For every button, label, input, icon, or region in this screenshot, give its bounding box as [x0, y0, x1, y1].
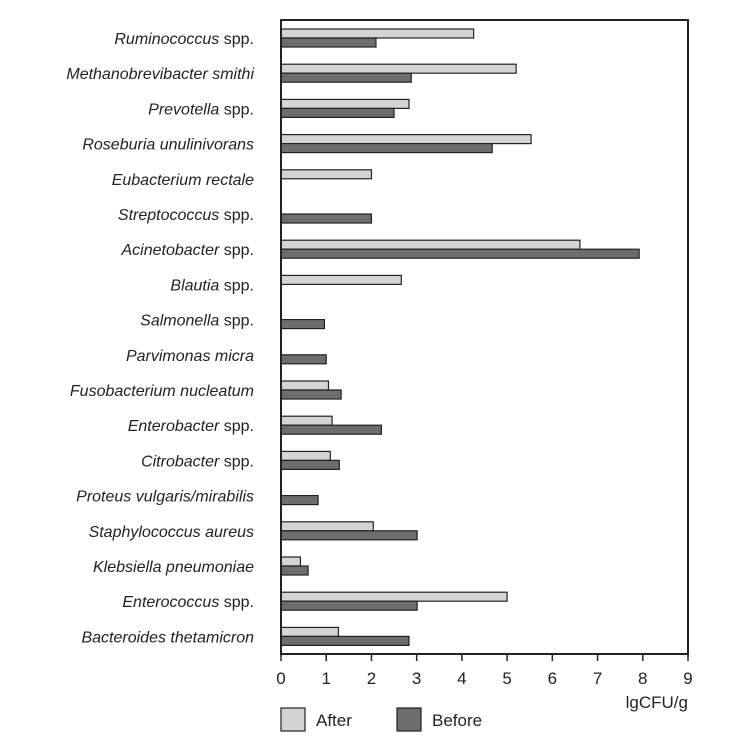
- category-label-italic: Streptococcus: [118, 207, 219, 224]
- x-tick-label: 6: [548, 669, 557, 688]
- category-label-italic: Klebsiella pneumoniae: [93, 559, 254, 576]
- bar-after: [280, 556, 302, 567]
- bar-before: [280, 213, 373, 224]
- x-tick-label: 1: [321, 669, 330, 688]
- category-label-suffix: spp.: [219, 277, 254, 294]
- bar-before: [280, 600, 418, 611]
- x-axis-label: lgCFU/g: [626, 693, 688, 712]
- category-label: Blautia spp.: [170, 277, 254, 294]
- category-label-italic: Parvimonas micra: [126, 348, 254, 365]
- category-label-italic: Prevotella: [148, 101, 219, 118]
- bar-before: [280, 319, 326, 330]
- category-label-suffix: spp.: [219, 242, 254, 259]
- bar-before: [280, 389, 342, 400]
- bar-after: [280, 521, 374, 532]
- x-tick-label: 9: [683, 669, 692, 688]
- plot-frame: [280, 19, 689, 655]
- category-label-italic: Ruminococcus: [114, 31, 219, 48]
- category-label-suffix: spp.: [219, 31, 254, 48]
- bar-before: [280, 424, 382, 435]
- category-label-suffix: spp.: [219, 101, 254, 118]
- x-tick-label: 2: [367, 669, 376, 688]
- category-label-italic: Blautia: [170, 277, 219, 294]
- x-tick-label: 5: [502, 669, 511, 688]
- bar-before: [280, 565, 309, 576]
- bar-after: [280, 28, 475, 39]
- bar-after: [280, 274, 402, 285]
- category-label-suffix: spp.: [219, 207, 254, 224]
- x-tick-label: 4: [457, 669, 466, 688]
- category-label: Prevotella spp.: [148, 101, 254, 118]
- category-label-italic: Staphylococcus aureus: [89, 524, 254, 541]
- bar-after: [280, 169, 373, 180]
- category-label: Klebsiella pneumoniae: [93, 559, 254, 576]
- category-label: Methanobrevibacter smithi: [66, 66, 254, 83]
- category-label-italic: Salmonella: [140, 313, 219, 330]
- category-label-italic: Enterococcus: [122, 594, 219, 611]
- x-tick-label: 8: [638, 669, 647, 688]
- category-label-suffix: spp.: [219, 418, 254, 435]
- bar-before: [280, 459, 340, 470]
- bar-before: [280, 37, 377, 48]
- category-label: Salmonella spp.: [140, 313, 254, 330]
- category-label: Bacteroides thetamicron: [81, 629, 254, 646]
- bar-before: [280, 72, 412, 83]
- bar-before: [280, 143, 493, 154]
- bar-before: [280, 107, 395, 119]
- bar-after: [280, 380, 330, 391]
- category-label: Roseburia unulinivorans: [82, 137, 254, 154]
- bar-after: [280, 591, 508, 602]
- bar-after: [280, 239, 581, 250]
- bar-after: [280, 98, 410, 110]
- x-tick-label: 3: [412, 669, 421, 688]
- legend-label-after: After: [316, 711, 352, 730]
- category-label: Streptococcus spp.: [118, 207, 254, 224]
- category-label: Proteus vulgaris/mirabilis: [76, 489, 254, 506]
- category-label: Eubacterium rectale: [112, 172, 254, 189]
- category-label: Parvimonas micra: [126, 348, 254, 365]
- x-tick-label: 7: [593, 669, 602, 688]
- category-label: Enterococcus spp.: [122, 594, 254, 611]
- bar-before: [280, 354, 327, 365]
- category-label-suffix: spp.: [219, 313, 254, 330]
- category-label-italic: Proteus vulgaris/mirabilis: [76, 489, 254, 506]
- category-label-italic: Fusobacterium nucleatum: [70, 383, 254, 400]
- category-label-suffix: spp.: [219, 453, 254, 470]
- bar-after: [280, 626, 340, 638]
- x-tick-label: 0: [276, 669, 285, 688]
- category-label-italic: Eubacterium rectale: [112, 172, 254, 189]
- category-label: Staphylococcus aureus: [89, 524, 254, 541]
- bar-after: [280, 450, 331, 461]
- bar-after: [280, 134, 532, 145]
- bar-after: [280, 415, 333, 426]
- legend-label-before: Before: [432, 711, 482, 730]
- bar-before: [280, 495, 319, 506]
- bar-after: [280, 63, 517, 74]
- category-label-italic: Citrobacter: [141, 453, 220, 470]
- category-label: Ruminococcus spp.: [114, 31, 254, 48]
- category-label: Citrobacter spp.: [141, 453, 254, 470]
- category-label-italic: Methanobrevibacter smithi: [66, 66, 254, 83]
- bar-before: [280, 530, 418, 541]
- category-label-italic: Roseburia unulinivorans: [82, 137, 254, 154]
- bar-before: [280, 635, 410, 647]
- legend-swatch-before: [396, 707, 422, 732]
- legend-swatch-after: [280, 707, 306, 732]
- category-label-italic: Acinetobacter: [120, 242, 220, 259]
- category-label: Fusobacterium nucleatum: [70, 383, 254, 400]
- category-label: Acinetobacter spp.: [120, 242, 254, 259]
- category-label: Enterobacter spp.: [128, 418, 254, 435]
- bar-before: [280, 248, 640, 259]
- category-label-italic: Enterobacter: [128, 418, 220, 435]
- category-label-suffix: spp.: [219, 594, 254, 611]
- category-label-italic: Bacteroides thetamicron: [81, 629, 254, 646]
